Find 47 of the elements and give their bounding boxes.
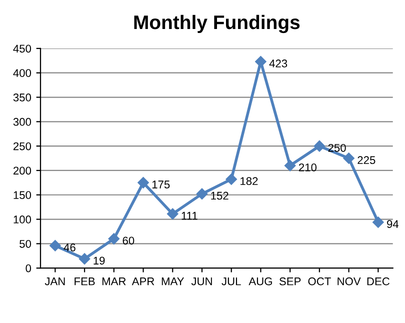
- data-label: 175: [152, 180, 170, 188]
- y-tick-label: 0: [26, 264, 32, 272]
- point: [343, 152, 354, 164]
- y-tick-label: 200: [13, 166, 32, 175]
- data-label: 250: [328, 144, 346, 152]
- y-tick-label: 400: [13, 69, 32, 77]
- point: [50, 240, 61, 252]
- point: [314, 140, 326, 152]
- data-label: 111: [182, 212, 198, 220]
- data-label: 60: [122, 236, 134, 245]
- point: [78, 253, 90, 264]
- point: [255, 56, 266, 68]
- y-tick-label: 250: [13, 142, 32, 150]
- x-tick-label: JUN: [191, 278, 212, 286]
- x-tick-label: AUG: [248, 277, 272, 286]
- x-tick-label: FEB: [74, 278, 95, 286]
- y-tick-label: 300: [13, 118, 32, 126]
- data-label: 152: [211, 192, 228, 200]
- x-tick-label: MAY: [162, 278, 184, 286]
- x-tick-label: APR: [132, 278, 154, 286]
- x-tick-label: JAN: [44, 278, 65, 286]
- chart-title: Monthly Fundings: [134, 14, 300, 34]
- x-tick-label: OCT: [308, 277, 331, 286]
- y-tick-label: 350: [13, 94, 32, 102]
- x-tick-label: DEC: [367, 277, 390, 286]
- x-tick-label: JUL: [222, 278, 241, 286]
- point: [284, 160, 296, 172]
- x-tick-label: SEP: [279, 277, 301, 286]
- y-tick-label: 150: [14, 191, 32, 200]
- point: [372, 216, 384, 228]
- point: [226, 174, 237, 185]
- point: [167, 208, 178, 220]
- y-tick-label: 100: [14, 216, 32, 224]
- data-label: 423: [269, 60, 288, 68]
- data-label: 182: [240, 177, 258, 186]
- x-tick-label: NOV: [338, 277, 361, 286]
- point: [138, 177, 149, 188]
- data-label: 225: [358, 156, 376, 164]
- point: [196, 188, 208, 200]
- point: [108, 233, 120, 244]
- data-label: 210: [298, 163, 317, 172]
- y-tick-label: 450: [13, 44, 32, 53]
- data-label: 46: [64, 244, 76, 252]
- data-label: 94: [387, 220, 399, 228]
- y-tick-label: 50: [20, 240, 32, 248]
- x-tick-label: MAR: [102, 278, 126, 286]
- data-label: 19: [94, 256, 105, 265]
